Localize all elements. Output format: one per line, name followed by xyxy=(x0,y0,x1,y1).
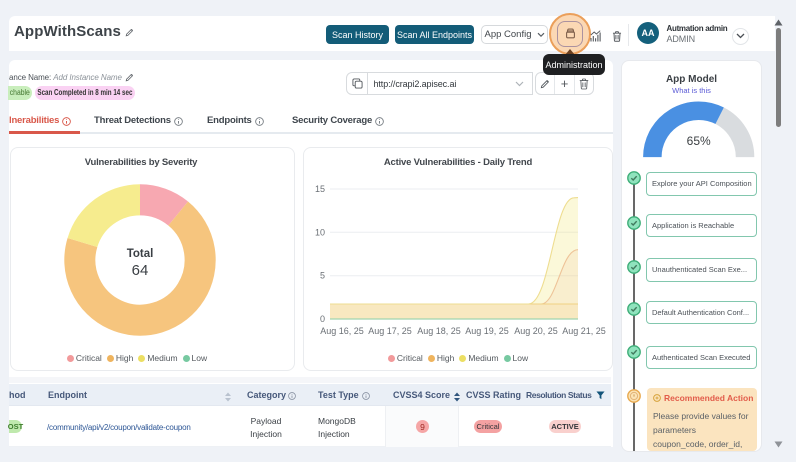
svg-text:Aug 21, 25: Aug 21, 25 xyxy=(562,326,606,336)
svg-text:Aug 19, 25: Aug 19, 25 xyxy=(465,326,509,336)
svg-text:Aug 18, 25: Aug 18, 25 xyxy=(417,326,461,336)
svg-text:65%: 65% xyxy=(687,134,711,148)
svg-text:Aug 16, 25: Aug 16, 25 xyxy=(320,326,364,336)
svg-text:15: 15 xyxy=(315,184,325,194)
svg-text:64: 64 xyxy=(132,262,149,279)
svg-text:0: 0 xyxy=(320,314,325,324)
svg-text:Aug 17, 25: Aug 17, 25 xyxy=(368,326,412,336)
svg-text:Aug 20, 25: Aug 20, 25 xyxy=(514,326,558,336)
svg-text:Total: Total xyxy=(127,248,154,260)
svg-text:10: 10 xyxy=(315,227,325,237)
svg-text:5: 5 xyxy=(320,271,325,281)
